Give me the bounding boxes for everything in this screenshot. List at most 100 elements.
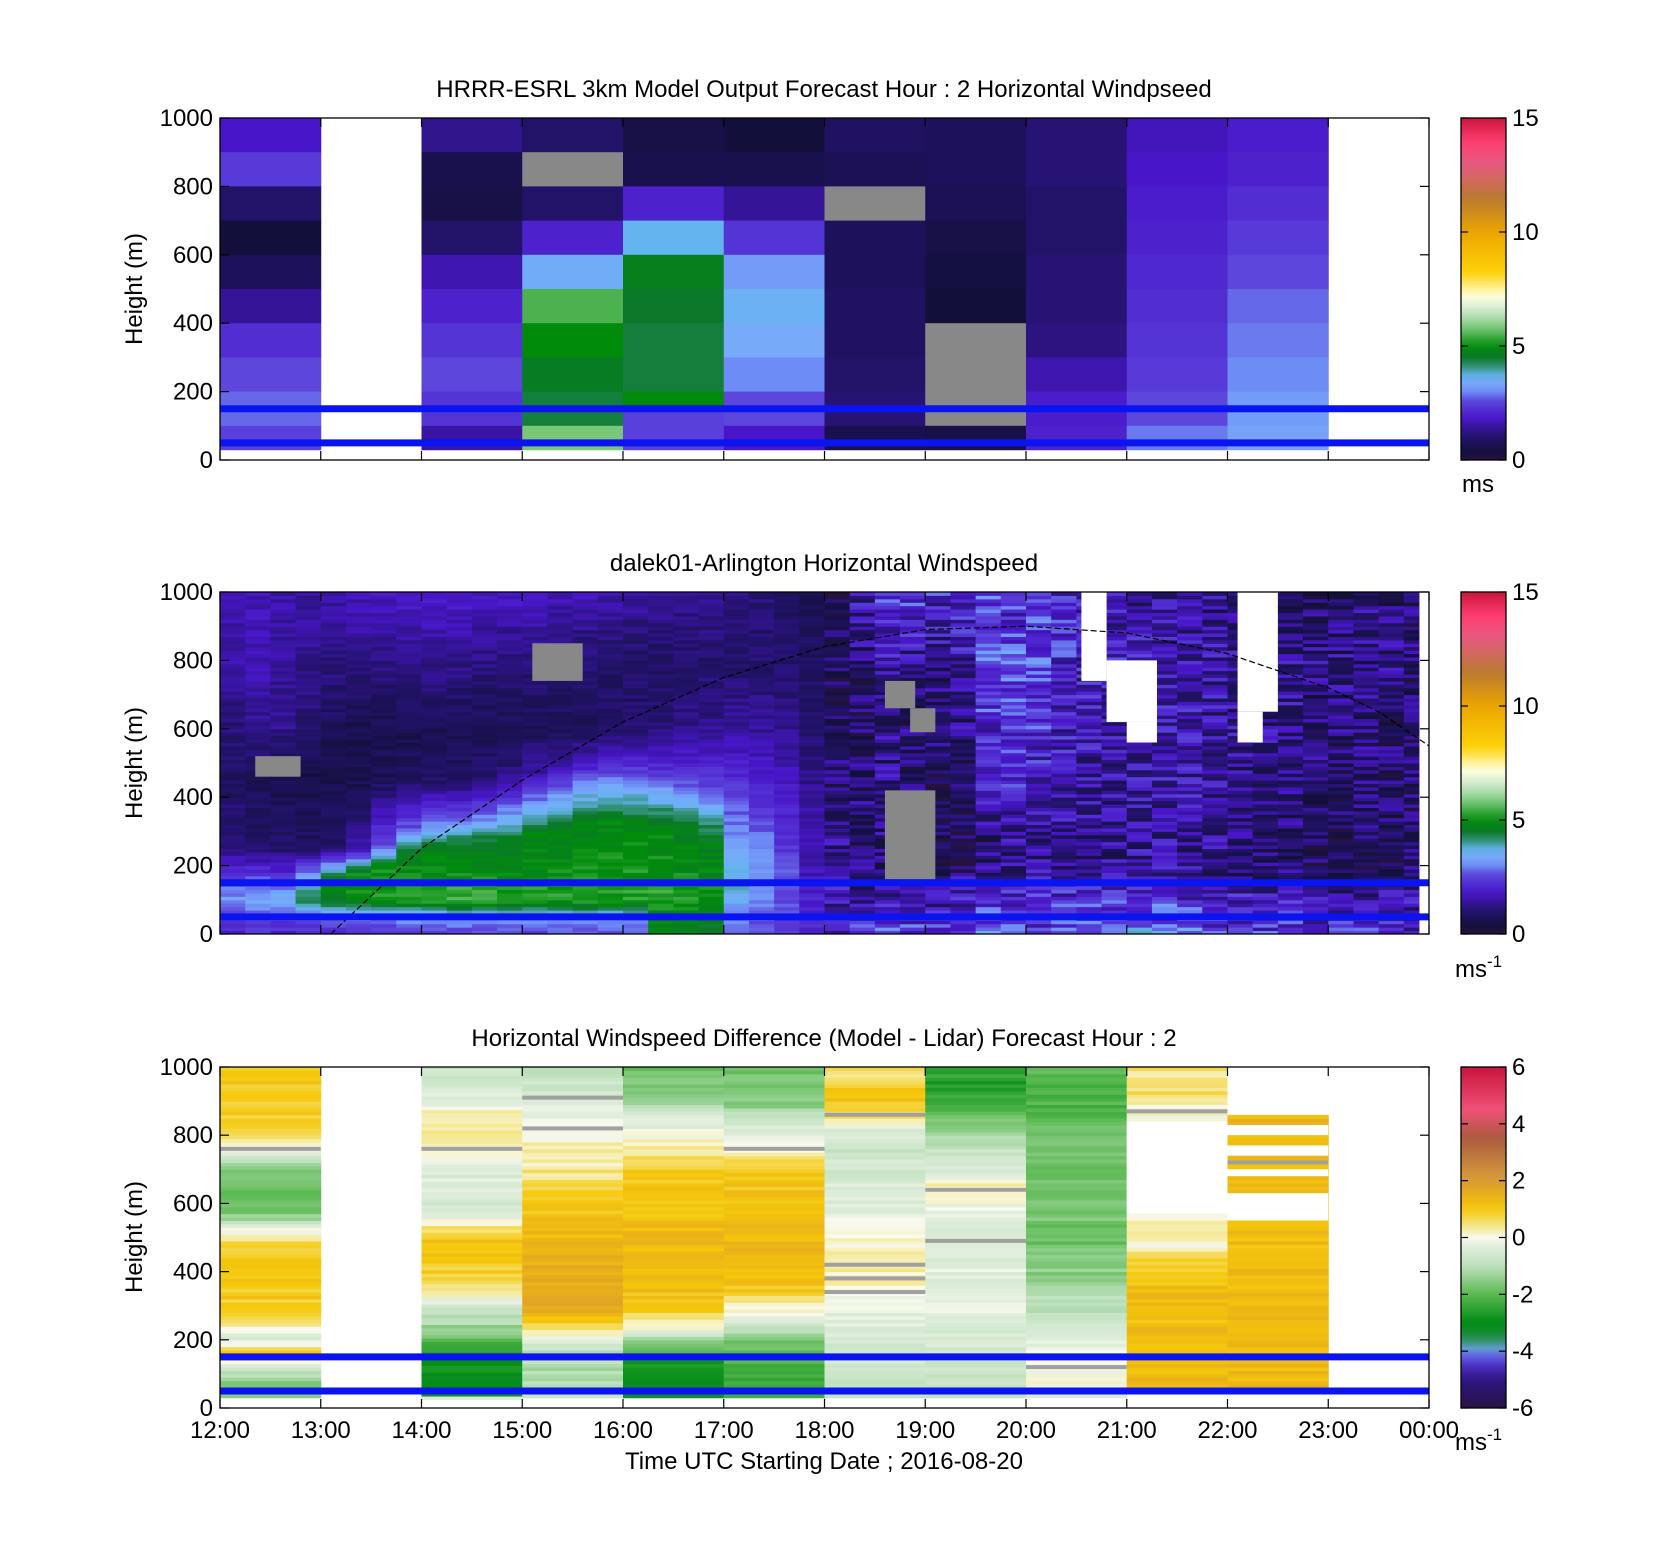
lidar-cell bbox=[874, 715, 901, 720]
lidar-cell bbox=[547, 930, 574, 934]
lidar-cell bbox=[698, 800, 725, 805]
lidar-cell bbox=[295, 687, 322, 692]
lidar-cell bbox=[1202, 923, 1228, 928]
model-cell bbox=[522, 425, 624, 451]
lidar-cell bbox=[975, 595, 1002, 600]
lidar-cell bbox=[396, 923, 422, 928]
lidar-cell bbox=[698, 653, 725, 658]
lidar-cell bbox=[371, 694, 397, 699]
lidar-cell bbox=[824, 886, 851, 891]
lidar-cell bbox=[673, 930, 700, 934]
lidar-cell bbox=[471, 691, 498, 696]
lidar-cell bbox=[1177, 752, 1203, 757]
lidar-cell bbox=[371, 636, 397, 641]
lidar-cell bbox=[623, 783, 649, 788]
lidar-cell bbox=[547, 595, 574, 600]
lidar-cell bbox=[396, 848, 422, 853]
lidar-cell bbox=[698, 817, 725, 822]
lidar-cell bbox=[950, 845, 977, 849]
lidar-cell bbox=[1151, 612, 1178, 617]
lidar-cell bbox=[1353, 786, 1380, 791]
lidar-cell bbox=[824, 694, 851, 699]
lidar-cell bbox=[1303, 834, 1329, 839]
lidar-cell bbox=[648, 858, 674, 863]
lidar-cell bbox=[497, 790, 523, 795]
lidar-cell bbox=[673, 886, 700, 891]
lidar-cell bbox=[572, 704, 599, 709]
lidar-cell bbox=[1101, 745, 1128, 750]
lidar-cell bbox=[1303, 745, 1329, 750]
lidar-cell bbox=[1101, 858, 1128, 863]
lidar-cell bbox=[371, 821, 397, 826]
lidar-cell bbox=[497, 821, 523, 826]
lidar-cell bbox=[698, 786, 725, 791]
lidar-cell bbox=[698, 643, 725, 648]
lidar-cell bbox=[396, 670, 422, 675]
lidar-cell bbox=[547, 783, 574, 788]
lidar-cell bbox=[1353, 848, 1380, 853]
lidar-cell bbox=[925, 739, 951, 743]
lidar-cell bbox=[446, 749, 473, 754]
lidar-cell bbox=[497, 814, 523, 819]
lidar-cell bbox=[1101, 814, 1128, 819]
lidar-cell bbox=[799, 766, 825, 771]
lidar-cell bbox=[1026, 845, 1052, 849]
lidar-cell bbox=[597, 896, 624, 901]
lidar-cell bbox=[1151, 691, 1178, 696]
lidar-cell bbox=[874, 927, 901, 932]
lidar-cell bbox=[597, 903, 624, 908]
lidar-cell bbox=[1126, 749, 1153, 754]
lidar-cell bbox=[1101, 834, 1128, 839]
lidar-cell bbox=[673, 773, 700, 778]
lidar-cell bbox=[220, 807, 246, 812]
lidar-cell bbox=[497, 776, 523, 781]
lidar-cell bbox=[547, 923, 574, 928]
lidar-cell bbox=[774, 667, 800, 672]
lidar-cell bbox=[1051, 735, 1077, 740]
lidar-cell bbox=[295, 602, 322, 607]
lidar-cell bbox=[295, 633, 322, 637]
lidar-cell bbox=[547, 687, 574, 692]
lidar-cell bbox=[220, 773, 246, 778]
lidar-cell bbox=[572, 773, 599, 778]
lidar-cell bbox=[799, 814, 825, 819]
lidar-cell bbox=[547, 869, 574, 873]
lidar-cell bbox=[975, 619, 1002, 624]
lidar-cell bbox=[371, 745, 397, 750]
lidar-cell bbox=[1202, 602, 1228, 607]
lidar-cell bbox=[1126, 920, 1153, 925]
lidar-cell bbox=[698, 841, 725, 846]
lidar-cell bbox=[597, 602, 624, 607]
lidar-cell bbox=[1252, 728, 1279, 733]
lidar-cell bbox=[723, 797, 750, 802]
lidar-cell bbox=[849, 619, 876, 624]
lidar-cell bbox=[421, 711, 448, 716]
lidar-cell bbox=[572, 865, 599, 870]
lidar-cell bbox=[975, 605, 1002, 610]
lidar-cell bbox=[1151, 701, 1178, 706]
lidar-no-data-region bbox=[910, 708, 936, 733]
lidar-cell bbox=[1353, 903, 1380, 908]
lidar-cell bbox=[925, 711, 951, 716]
lidar-cell bbox=[421, 626, 448, 631]
lidar-cell bbox=[295, 862, 322, 867]
lidar-cell bbox=[1101, 797, 1128, 802]
lidar-cell bbox=[345, 865, 372, 870]
lidar-cell bbox=[1202, 633, 1228, 637]
lidar-cell bbox=[421, 653, 448, 658]
lidar-cell bbox=[1177, 875, 1203, 880]
lidar-cell bbox=[774, 677, 800, 682]
model-cell bbox=[220, 186, 322, 222]
lidar-cell bbox=[345, 786, 372, 791]
lidar-cell bbox=[421, 725, 448, 730]
lidar-cell bbox=[446, 636, 473, 641]
model-cell bbox=[1026, 289, 1128, 324]
lidar-cell bbox=[572, 923, 599, 928]
lidar-cell bbox=[497, 851, 523, 856]
lidar-cell bbox=[245, 656, 271, 661]
lidar-cell bbox=[925, 923, 951, 928]
lidar-cell bbox=[471, 851, 498, 856]
lidar-cell bbox=[1151, 718, 1178, 723]
lidar-cell bbox=[295, 698, 322, 702]
model-cell bbox=[1227, 220, 1329, 256]
